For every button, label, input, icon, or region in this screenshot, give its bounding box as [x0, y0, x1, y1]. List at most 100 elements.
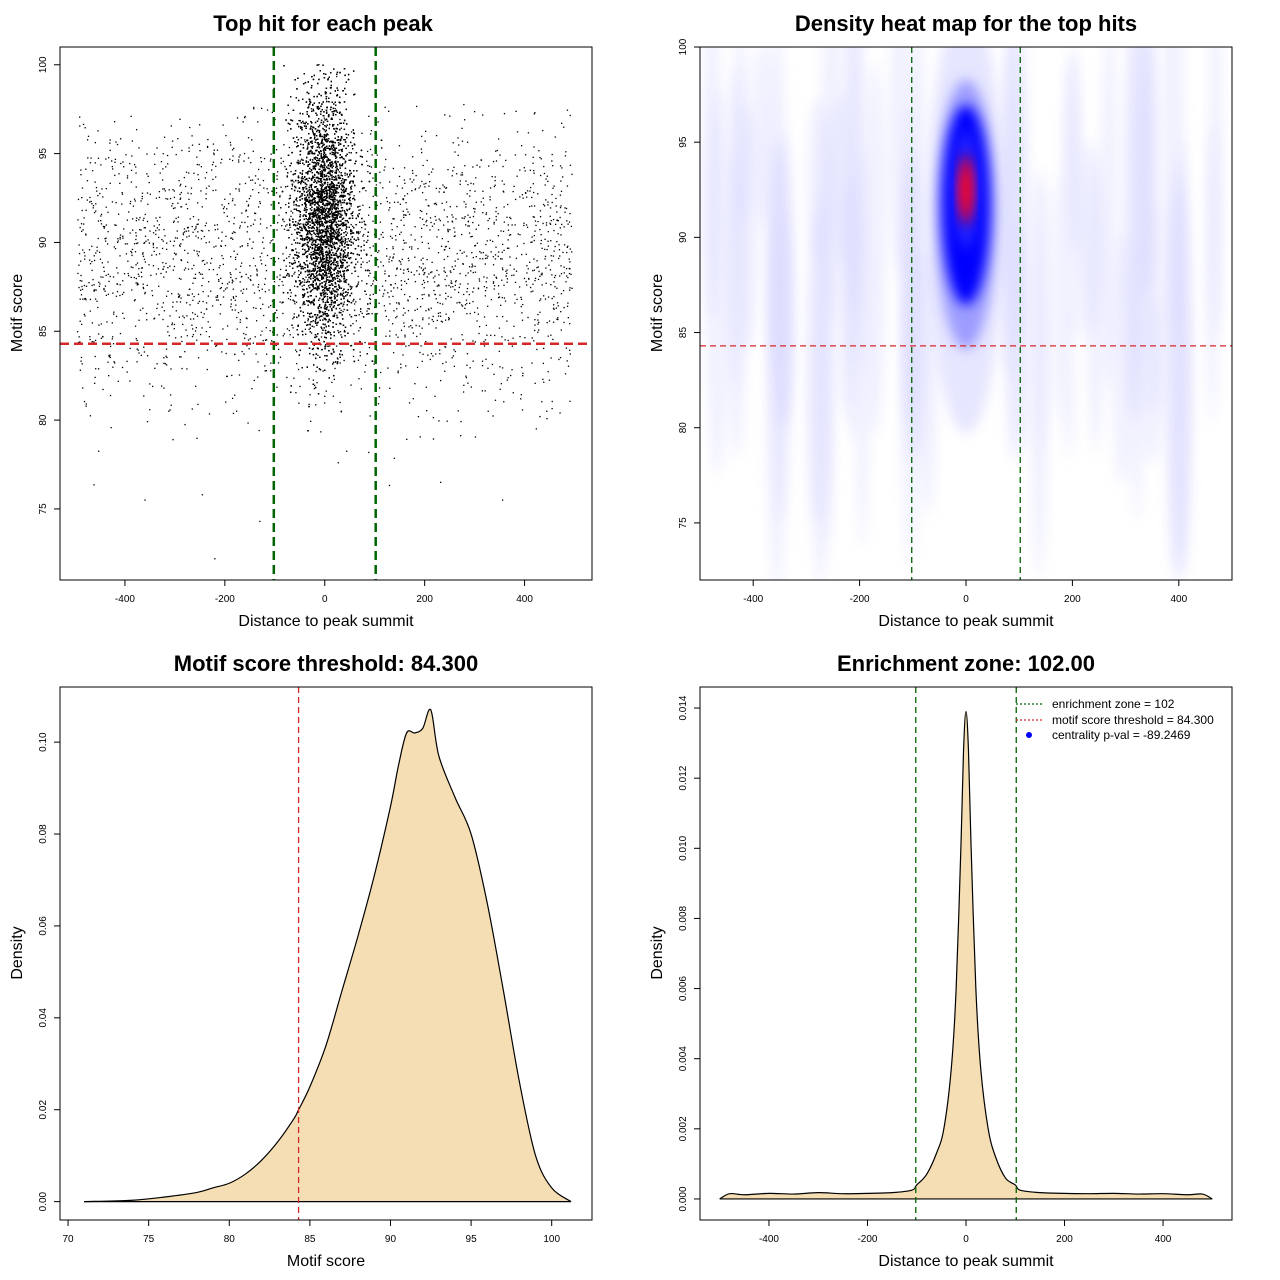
- scatter-point: [339, 362, 341, 364]
- scatter-point: [357, 275, 359, 278]
- scatter-point: [239, 271, 241, 274]
- scatter-point: [230, 306, 232, 308]
- scatter-point: [324, 395, 326, 397]
- scatter-point: [201, 327, 203, 329]
- scatter-point: [294, 271, 296, 273]
- scatter-point: [422, 353, 424, 355]
- scatter-point: [459, 180, 461, 182]
- scatter-point: [412, 398, 414, 400]
- scatter-point: [560, 205, 562, 207]
- scatter-point: [343, 246, 345, 248]
- scatter-point: [347, 253, 349, 255]
- scatter-point: [165, 355, 167, 357]
- scatter-point: [107, 157, 110, 159]
- scatter-point: [487, 305, 489, 307]
- scatter-point: [151, 254, 153, 256]
- scatter-point: [281, 225, 283, 227]
- scatter-point: [180, 297, 182, 299]
- scatter-point: [569, 289, 571, 291]
- scatter-point: [549, 269, 552, 271]
- scatter-point: [403, 224, 405, 226]
- scatter-point: [329, 345, 331, 347]
- scatter-point: [293, 377, 295, 379]
- scatter-point: [83, 298, 86, 300]
- scatter-point: [449, 115, 451, 117]
- scatter-point: [135, 186, 137, 188]
- scatter-point: [375, 349, 378, 351]
- scatter-point: [94, 141, 97, 144]
- scatter-point: [211, 340, 213, 342]
- scatter-point: [492, 264, 495, 266]
- scatter-point: [255, 353, 257, 355]
- scatter-point: [554, 286, 556, 288]
- scatter-point: [304, 281, 306, 283]
- scatter-point: [549, 222, 551, 224]
- scatter-point: [531, 236, 533, 238]
- scatter-point: [215, 176, 217, 178]
- scatter-point: [241, 275, 243, 278]
- scatter-point: [407, 299, 409, 301]
- scatter-point: [221, 255, 223, 257]
- scatter-point: [542, 129, 544, 132]
- scatter-point: [444, 346, 447, 348]
- scatter-point: [445, 245, 447, 248]
- scatter-point: [496, 315, 498, 318]
- scatter-point: [522, 303, 524, 306]
- scatter-point: [352, 322, 354, 325]
- scatter-point: [156, 227, 159, 229]
- scatter-point: [197, 255, 200, 257]
- scatter-point: [339, 272, 341, 274]
- scatter-point: [192, 231, 194, 233]
- scatter-point: [559, 165, 562, 167]
- scatter-point: [247, 216, 249, 218]
- scatter-point: [306, 264, 309, 266]
- scatter-point: [477, 313, 479, 315]
- scatter-point: [133, 198, 136, 200]
- scatter-point: [255, 320, 258, 322]
- scatter-point: [163, 228, 165, 231]
- scatter-point: [534, 230, 536, 232]
- scatter-point: [323, 117, 325, 119]
- scatter-point: [553, 295, 555, 298]
- scatter-point: [390, 284, 392, 286]
- scatter-point: [529, 190, 531, 192]
- scatter-point: [428, 185, 430, 187]
- scatter-point: [340, 204, 342, 206]
- scatter-point: [338, 343, 341, 345]
- scatter-point: [506, 272, 508, 275]
- scatter-point: [400, 263, 402, 265]
- scatter-point: [343, 271, 345, 273]
- scatter-point: [400, 363, 402, 365]
- scatter-point: [552, 338, 554, 341]
- scatter-point: [308, 328, 310, 331]
- scatter-point: [431, 271, 433, 273]
- scatter-point: [540, 233, 542, 236]
- scatter-point: [352, 241, 354, 244]
- scatter-point: [469, 195, 471, 197]
- scatter-point: [269, 320, 272, 322]
- scatter-point: [521, 409, 524, 411]
- scatter-point: [498, 296, 501, 298]
- scatter-point: [519, 335, 521, 338]
- scatter-point: [527, 316, 529, 319]
- scatter-point: [205, 330, 208, 333]
- scatter-point: [539, 210, 542, 212]
- scatter-point: [378, 387, 381, 389]
- scatter-point: [279, 356, 282, 358]
- scatter-point: [370, 166, 373, 168]
- scatter-point: [435, 298, 437, 300]
- scatter-point: [189, 318, 192, 320]
- scatter-point: [438, 274, 440, 276]
- scatter-point: [142, 252, 144, 254]
- scatter-point: [419, 185, 422, 187]
- scatter-point: [359, 354, 361, 357]
- scatter-point: [107, 375, 110, 377]
- scatter-point: [501, 367, 504, 369]
- scatter-point: [194, 273, 197, 275]
- scatter-point: [234, 204, 236, 206]
- scatter-point: [183, 269, 186, 271]
- scatter-point: [433, 281, 436, 283]
- scatter-point: [114, 158, 117, 161]
- scatter-point: [84, 258, 86, 260]
- scatter-point: [467, 382, 469, 384]
